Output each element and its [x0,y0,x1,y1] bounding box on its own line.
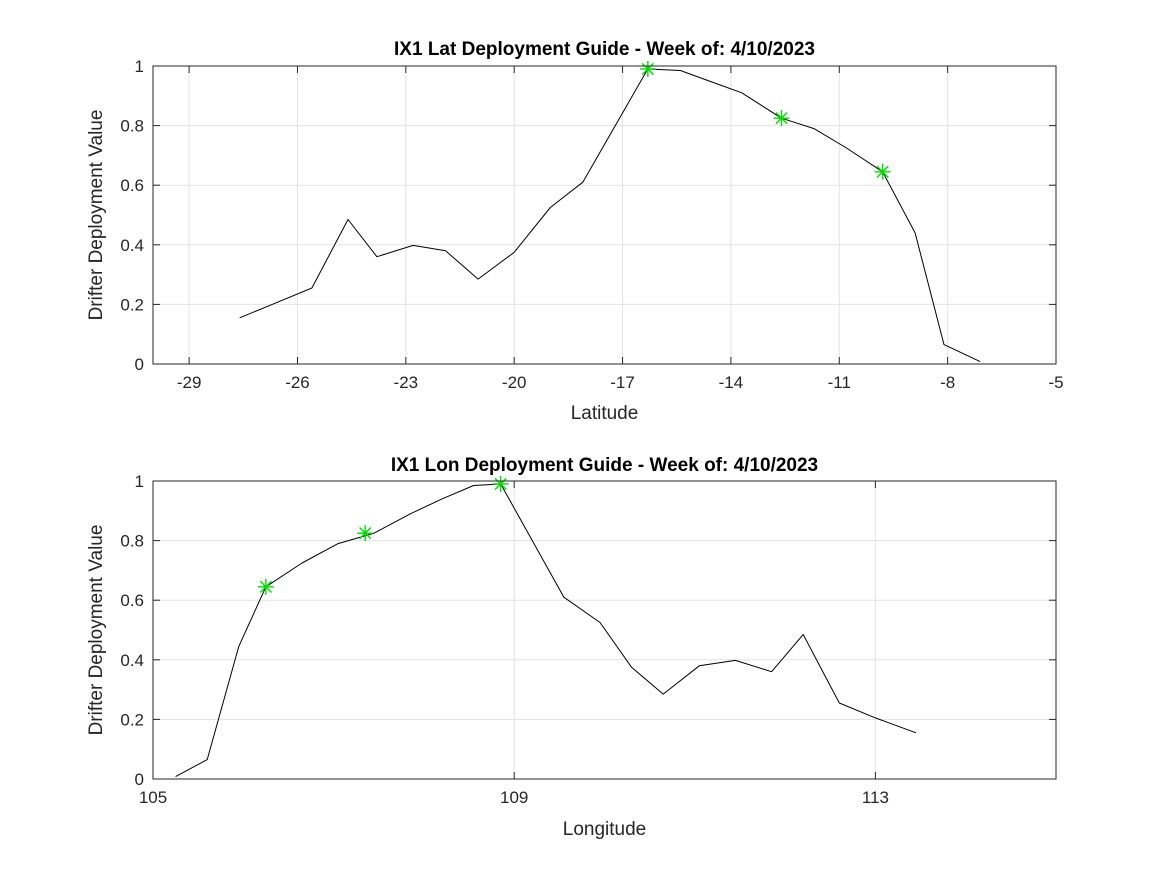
lat-deployment-line [239,68,981,363]
lat-y-tick-label: 0.6 [120,176,144,195]
lon-deployment-line [175,483,917,778]
lon-y-tick-label: 0.8 [120,532,144,551]
lat-x-tick-label: -8 [940,373,955,392]
lon-axes-box [152,480,1057,780]
lat-x-tick-label: -26 [285,373,310,392]
lon-plot-area [175,475,917,778]
lat-x-tick-label: -14 [719,373,744,392]
lat-axes-box [152,65,1057,365]
lat-x-tick-label: -23 [394,373,419,392]
lat-y-axis-label: Drifter Deployment Value [86,110,107,321]
lat-x-axis-label: Latitude [571,403,639,424]
lon-panel: 105 109 113 0 0.2 0.4 0.6 0.8 1 IX1 Lon Deployme… [86,455,1057,840]
lat-recommended-point-marker [639,60,656,77]
lat-x-tick-label: -20 [502,373,527,392]
lat-chart-title: IX1 Lat Deployment Guide - Week of: 4/10… [394,39,815,60]
lon-y-tick-label: 1 [135,472,144,491]
lon-recommended-point-marker [257,578,274,595]
lat-x-tick-label: -5 [1048,373,1063,392]
lat-recommended-point-marker [874,163,891,180]
lon-recommended-point-marker [357,525,374,542]
lon-y-tick-label: 0.6 [120,591,144,610]
lat-y-tick-label: 1 [135,57,144,76]
lat-x-tick-label: -17 [610,373,635,392]
lon-recommended-point-marker [492,475,509,492]
lon-y-axis-label: Drifter Deployment Value [86,525,107,736]
lon-ticks: 105 109 113 0 0.2 0.4 0.6 0.8 1 [120,472,1056,807]
lat-recommended-point-marker [773,110,790,127]
lat-panel: -29 -26 -23 -20 -17 -14 -11 -8 -500.20.40.60.81 … [86,39,1064,424]
lon-x-tick-label: 105 [139,788,167,807]
lon-y-tick-label: 0.2 [120,710,144,729]
lon-x-tick-label: 109 [500,788,528,807]
lat-ticks: -29 -26 -23 -20 -17 -14 -11 -8 -5 0 0.2 0.4 0.6 0.8 1 [120,57,1063,392]
lat-plot-area [239,60,981,363]
lat-y-tick-label: 0.4 [120,236,144,255]
lat-y-tick-label: 0.2 [120,295,144,314]
lon-chart-title: IX1 Lon Deployment Guide - Week of: 4/10… [391,455,818,476]
lat-x-tick-label: -11 [828,373,851,392]
lat-x-tick-label: -29 [177,373,202,392]
lon-x-axis-label: Longitude [563,819,646,840]
lat-y-tick-label: 0.8 [120,117,144,136]
lon-y-tick-label: 0.4 [120,651,144,670]
lon-x-tick-label: 113 [862,788,889,807]
lat-y-tick-label: 0 [135,355,144,374]
lon-y-tick-label: 0 [135,770,144,789]
lat-axes-background [153,66,1056,364]
lon-axes-background [153,481,1056,779]
